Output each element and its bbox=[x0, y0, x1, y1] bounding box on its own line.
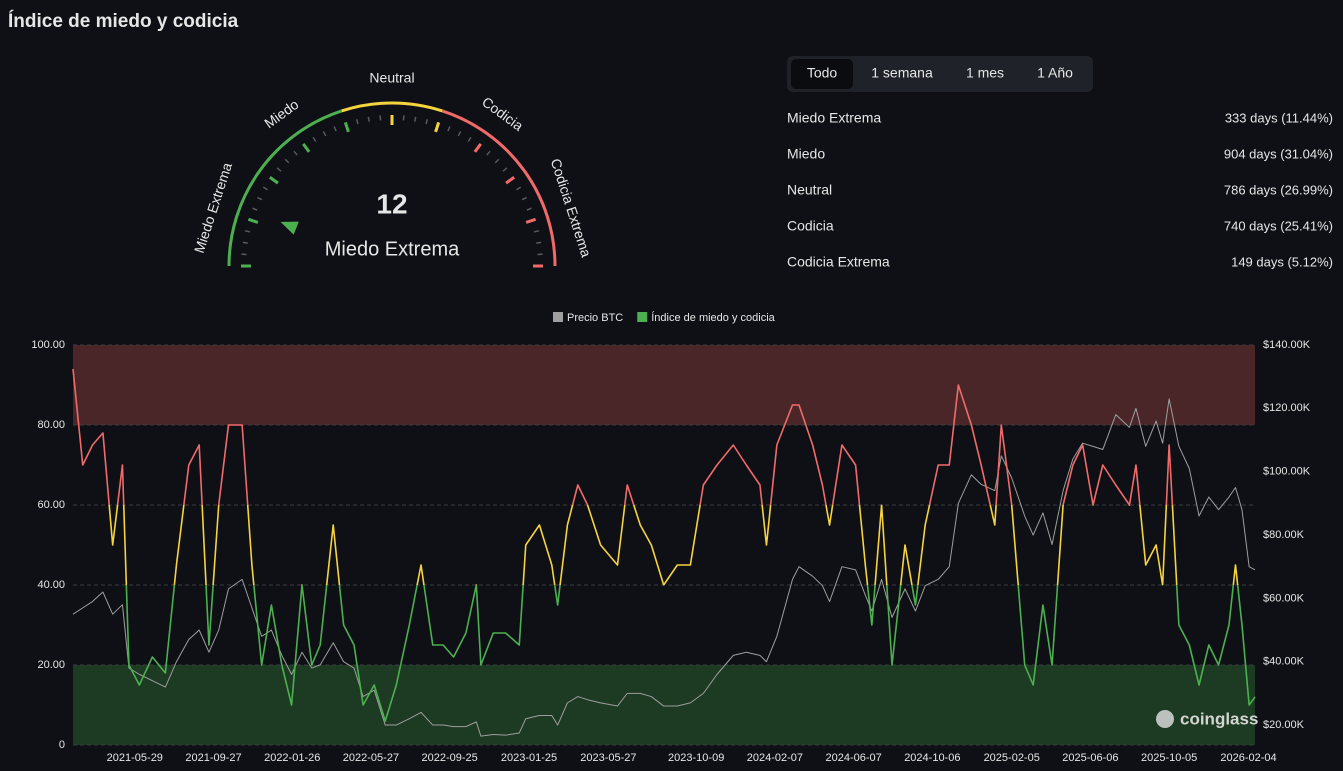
gauge-tick bbox=[521, 196, 527, 201]
gauge-tick bbox=[302, 142, 311, 153]
fear-greed-line bbox=[72, 368, 1256, 722]
gauge-tick bbox=[333, 126, 337, 132]
gauge-value: 12 bbox=[376, 188, 407, 219]
x-tick-label: 2024-02-07 bbox=[747, 752, 803, 764]
gauge-tick bbox=[244, 230, 251, 233]
zone-band bbox=[73, 345, 1255, 425]
stat-name: Miedo bbox=[787, 146, 825, 162]
gauge-tick bbox=[322, 131, 327, 137]
stat-value: 740 days (25.41%) bbox=[1224, 218, 1333, 233]
stat-value: 333 days (11.44%) bbox=[1225, 110, 1333, 125]
btc-price-line bbox=[72, 398, 1256, 737]
gauge-tick bbox=[293, 150, 298, 156]
gauge-tick bbox=[284, 158, 290, 164]
gauge-tick bbox=[252, 207, 258, 211]
legend-label[interactable]: Índice de miedo y codicia bbox=[651, 311, 775, 324]
gauge-tick bbox=[247, 217, 259, 224]
y-tick-label: 60.00 bbox=[37, 499, 65, 511]
y-tick-label: 0 bbox=[59, 739, 65, 751]
x-tick-label: 2023-10-09 bbox=[668, 752, 724, 764]
stat-name: Codicia bbox=[787, 218, 834, 234]
gauge-tick bbox=[473, 142, 482, 153]
x-tick-label: 2025-10-05 bbox=[1141, 752, 1197, 764]
gauge-tick bbox=[414, 116, 417, 122]
x-tick-label: 2021-09-27 bbox=[185, 752, 241, 764]
gauge-tick bbox=[276, 167, 282, 172]
x-tick-label: 2023-01-25 bbox=[501, 752, 557, 764]
tab-bar bbox=[787, 56, 1093, 92]
gauge-tick bbox=[343, 121, 350, 133]
gauge-tick bbox=[356, 118, 359, 125]
gauge-tick bbox=[312, 136, 317, 142]
gauge-tick bbox=[457, 131, 462, 137]
stat-value: 786 days (26.99%) bbox=[1224, 182, 1333, 197]
gauge-tick bbox=[467, 136, 472, 142]
zone-band bbox=[73, 665, 1255, 745]
legend-swatch bbox=[637, 312, 648, 322]
y-tick-label: 20.00 bbox=[37, 659, 65, 671]
gauge-tick bbox=[525, 217, 537, 224]
y2-tick-label: $60.00K bbox=[1263, 592, 1305, 604]
gauge-tick bbox=[486, 150, 491, 156]
gauge-tick bbox=[268, 176, 279, 185]
gauge-arc bbox=[441, 109, 557, 267]
y2-tick-label: $100.00K bbox=[1263, 466, 1311, 478]
watermark-icon bbox=[1156, 710, 1174, 728]
gauge-tick bbox=[242, 241, 248, 244]
stat-name: Codicia Extrema bbox=[787, 254, 890, 270]
stat-name: Neutral bbox=[787, 182, 832, 198]
gauge-tick bbox=[434, 121, 441, 133]
gauge-label: Miedo Extrema bbox=[325, 238, 460, 260]
y2-tick-label: $120.00K bbox=[1263, 402, 1311, 414]
stat-value: 149 days (5.12%) bbox=[1231, 254, 1333, 269]
stat-value: 904 days (31.04%) bbox=[1224, 146, 1333, 161]
gauge-needle bbox=[280, 221, 299, 235]
gauge-tick bbox=[257, 196, 263, 201]
y-tick-label: 100.00 bbox=[31, 339, 65, 351]
gauge-arc bbox=[341, 101, 443, 113]
stat-name: Miedo Extrema bbox=[787, 110, 881, 126]
x-tick-label: 2026-02-04 bbox=[1220, 752, 1276, 764]
tab-active bbox=[791, 59, 853, 89]
tab[interactable]: 1 semana bbox=[871, 65, 933, 81]
gauge-tick bbox=[516, 186, 522, 191]
y2-tick-label: $40.00K bbox=[1263, 656, 1305, 668]
x-tick-label: 2022-01-26 bbox=[264, 752, 320, 764]
x-tick-label: 2024-06-07 bbox=[825, 752, 881, 764]
x-tick-label: 2023-05-27 bbox=[580, 752, 636, 764]
x-tick-label: 2022-09-25 bbox=[422, 752, 478, 764]
x-tick-label: 2021-05-29 bbox=[107, 752, 163, 764]
gauge-tick bbox=[447, 126, 451, 132]
x-tick-label: 2025-06-06 bbox=[1062, 752, 1118, 764]
gauge-zone-label: Neutral bbox=[369, 70, 414, 86]
gauge-tick bbox=[505, 176, 516, 185]
gauge-tick bbox=[536, 241, 542, 244]
legend-swatch bbox=[553, 312, 563, 322]
gauge-tick bbox=[494, 158, 500, 164]
gauge-tick bbox=[262, 186, 268, 191]
y2-tick-label: $140.00K bbox=[1263, 339, 1311, 351]
gauge-tick bbox=[502, 167, 508, 172]
y-tick-label: 80.00 bbox=[37, 419, 65, 431]
x-tick-label: 2025-02-05 bbox=[984, 752, 1040, 764]
page-title: Índice de miedo y codicia bbox=[8, 10, 239, 32]
legend-label[interactable]: Precio BTC bbox=[567, 312, 623, 324]
tab[interactable]: 1 Año bbox=[1037, 65, 1073, 81]
y2-tick-label: $80.00K bbox=[1263, 529, 1305, 541]
gauge-tick bbox=[425, 118, 428, 125]
y2-tick-label: $20.00K bbox=[1263, 719, 1305, 731]
x-tick-label: 2022-05-27 bbox=[343, 752, 399, 764]
y-tick-label: 40.00 bbox=[37, 579, 65, 591]
gauge-arc bbox=[227, 109, 343, 267]
gauge-tick bbox=[367, 116, 370, 122]
gauge-tick bbox=[533, 230, 540, 233]
gauge-tick bbox=[526, 207, 532, 211]
watermark: coinglass bbox=[1180, 709, 1258, 728]
x-tick-label: 2024-10-06 bbox=[904, 752, 960, 764]
tab[interactable]: 1 mes bbox=[966, 65, 1004, 81]
tab[interactable]: Todo bbox=[807, 65, 838, 81]
